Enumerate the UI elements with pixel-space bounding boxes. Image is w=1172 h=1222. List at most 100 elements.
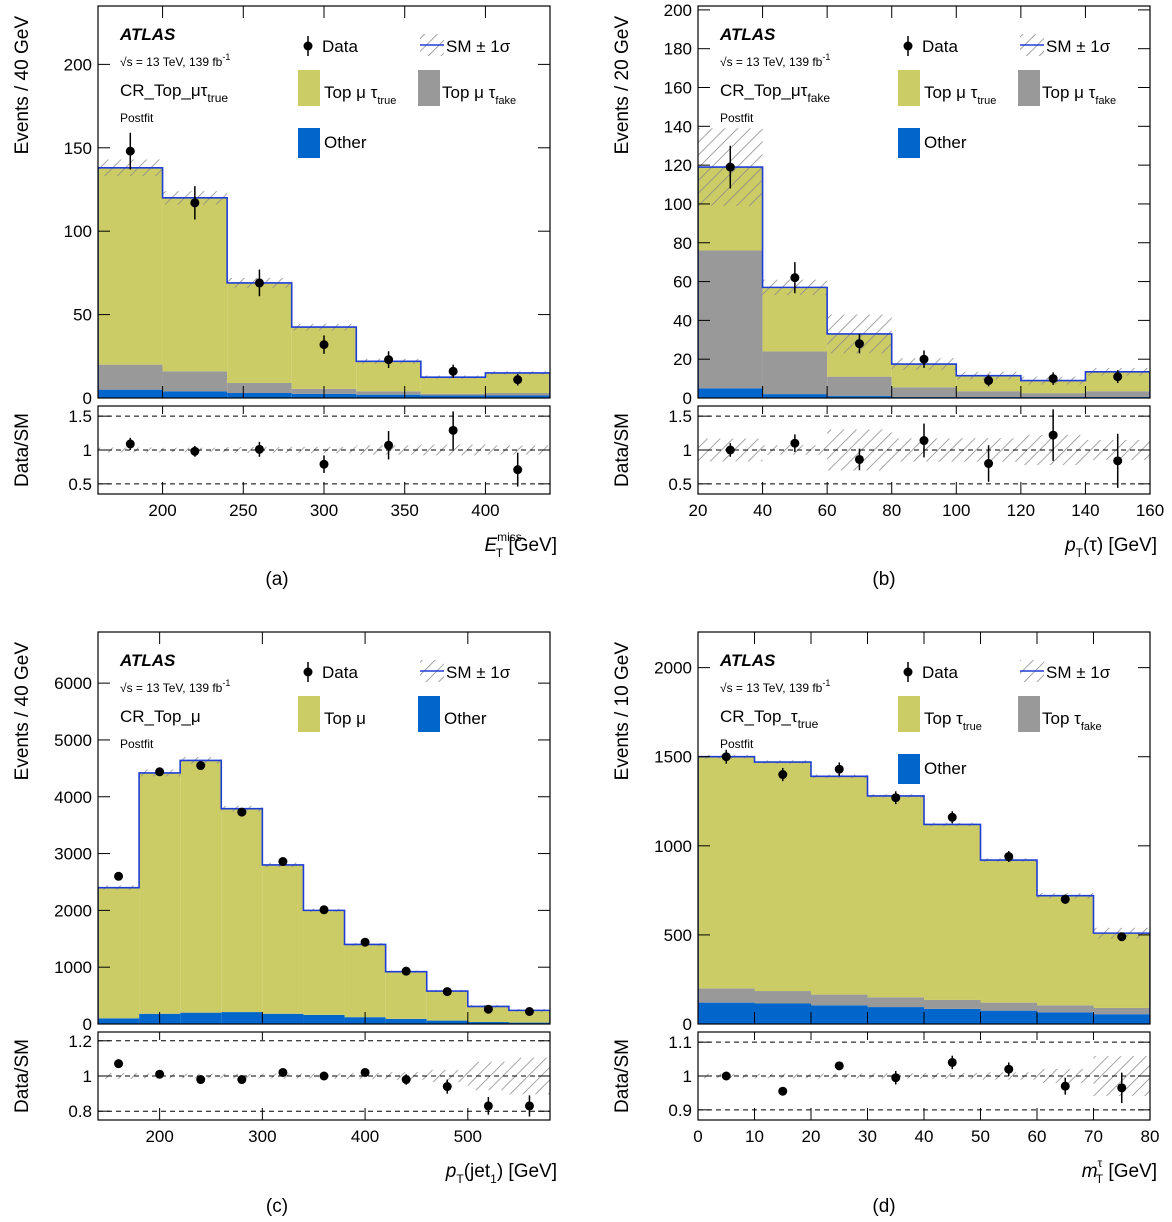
region-text: CR_Top_μτ (120, 81, 208, 100)
stack-bar (426, 1020, 468, 1024)
x-tick-label: 400 (351, 1127, 379, 1146)
energy-label: √s = 13 TeV, 139 fb-1 (720, 52, 830, 69)
postfit-label: Postfit (720, 737, 754, 751)
ratio-point (725, 445, 735, 455)
region-label: CR_Top_μ (120, 707, 201, 726)
region-label: CR_Top_μτfake (720, 81, 830, 105)
stack-bar (867, 795, 924, 998)
ratio-point (790, 438, 800, 448)
ratio-y-tick-label: 1 (683, 1067, 692, 1086)
stack-bar (262, 864, 304, 1014)
y-tick-label: 0 (83, 1015, 92, 1034)
data-point (155, 767, 165, 777)
ratio-point (947, 1057, 957, 1067)
y-tick-label: 150 (64, 139, 92, 158)
stack-bar (385, 1018, 427, 1024)
region-sub: true (798, 717, 819, 731)
data-point (125, 146, 135, 156)
panel-a: 0 50 100 150 200 Events / 40 GeV ATLAS √s = 13 … (12, 5, 557, 590)
stack-bar (1037, 1012, 1094, 1024)
stack-bar (485, 392, 550, 396)
ratio-uncertainty-band (1037, 1068, 1094, 1084)
x-axis-label-main: E (484, 535, 497, 556)
legend-sm-label: SM ± 1σ (1046, 663, 1111, 682)
stack-bar (162, 197, 228, 372)
legend-top-true-text: Top μ (324, 709, 366, 728)
y-tick-label: 200 (64, 55, 92, 74)
ratio-point (319, 459, 329, 469)
x-tick-label: 500 (454, 1127, 482, 1146)
legend-top-true-swatch (898, 696, 920, 732)
stack-bar (698, 1002, 755, 1024)
stack-bar (162, 391, 228, 398)
ratio-point (1004, 1064, 1014, 1074)
legend-other-label: Other (324, 133, 367, 152)
ratio-point (919, 436, 929, 446)
region-label: CR_Top_τtrue (720, 707, 819, 731)
data-point (1113, 372, 1123, 382)
stack-bar (467, 1022, 509, 1024)
atlas-label: ATLAS (719, 25, 776, 44)
legend-top-true-label: Top μ τtrue (924, 83, 996, 107)
stack-bar (811, 994, 868, 1006)
y-axis-label: Events / 40 GeV (12, 642, 33, 781)
stack-bar (180, 760, 222, 1013)
y-tick-label: 200 (664, 1, 692, 20)
y-tick-label: 3000 (54, 845, 92, 864)
energy-text: √s = 13 TeV, 139 fb (720, 55, 823, 69)
legend-other-label: Other (444, 709, 487, 728)
legend-top-fake-swatch (418, 70, 440, 106)
x-tick-label: 300 (248, 1127, 276, 1146)
data-point (721, 752, 731, 762)
x-axis-label-sub: T (496, 546, 504, 560)
data-point (854, 339, 864, 349)
stack-bar (1085, 391, 1150, 398)
ratio-point (483, 1101, 493, 1111)
legend-top-fake-text: Top μ τ (1042, 83, 1096, 102)
x-tick-label: 300 (310, 501, 338, 520)
y-tick-label: 2000 (654, 659, 692, 678)
stack-bar (891, 387, 957, 398)
ratio-point (278, 1067, 288, 1077)
stack-bar (1093, 933, 1150, 1008)
data-point (947, 812, 957, 822)
stack-bar (420, 377, 486, 394)
stack-bar (303, 910, 345, 1015)
y-tick-label: 100 (664, 195, 692, 214)
x-tick-label: 80 (882, 501, 901, 520)
x-tick-label: 50 (971, 1127, 990, 1146)
x-axis-label-main: m (1082, 1161, 1098, 1182)
y-tick-label: 140 (664, 117, 692, 136)
ratio-point (834, 1061, 844, 1071)
stack-bar (98, 364, 163, 390)
legend-top-fake-label: Top μ τfake (1042, 83, 1116, 107)
x-axis-label-unit: [GeV] (1103, 1161, 1157, 1182)
ratio-point (513, 465, 523, 475)
ratio-point (237, 1075, 247, 1085)
x-tick-label: 20 (689, 501, 708, 520)
stack-bar (356, 394, 421, 398)
ratio-point (524, 1101, 534, 1111)
ratio-point (254, 444, 264, 454)
ratio-y-tick-label: 0.5 (68, 475, 92, 494)
x-tick-label: 10 (745, 1127, 764, 1146)
data-point (790, 273, 800, 283)
stack-bar (754, 1003, 811, 1024)
stack-bar (924, 824, 981, 1000)
legend-top-true-swatch (898, 70, 920, 106)
x-axis-label-sub: T (1096, 1172, 1104, 1186)
legend-top-fake-text: Top τ (1042, 709, 1081, 728)
energy-label: √s = 13 TeV, 139 fb-1 (120, 52, 230, 69)
legend-data-label: Data (322, 663, 358, 682)
stack-bar (262, 1013, 304, 1024)
legend-other-swatch (418, 696, 440, 732)
data-point (524, 1007, 534, 1017)
stack-bar (1037, 1005, 1094, 1013)
legend-data-label: Data (922, 663, 958, 682)
stack-bar (924, 999, 981, 1009)
stack-bar (385, 971, 427, 1019)
stack-bar (867, 997, 924, 1008)
ratio-point (984, 459, 994, 469)
